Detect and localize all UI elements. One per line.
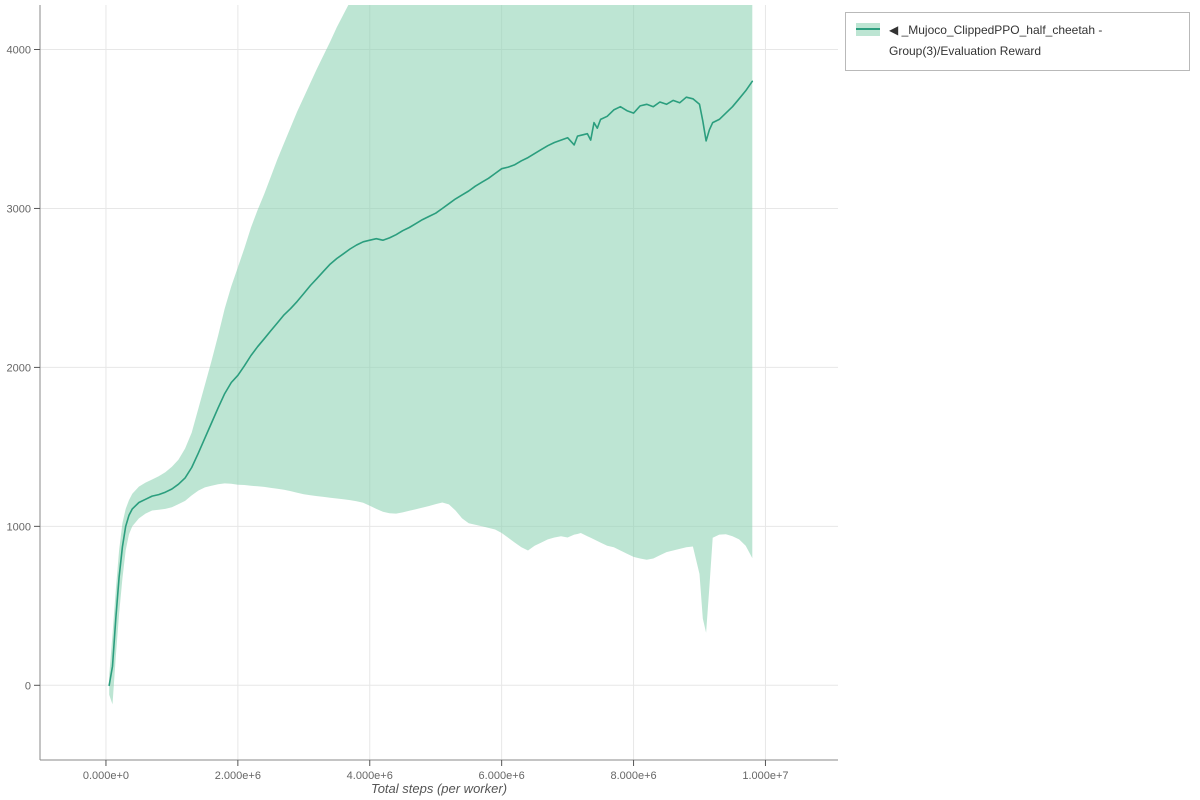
y-tick-label: 4000 xyxy=(7,45,31,57)
legend-swatch-icon xyxy=(856,23,880,36)
x-tick-label: 2.000e+6 xyxy=(215,770,261,782)
y-tick-label: 2000 xyxy=(7,362,31,374)
confidence-band xyxy=(109,5,753,705)
x-tick-label: 6.000e+6 xyxy=(479,770,525,782)
x-tick-label: 4.000e+6 xyxy=(347,770,393,782)
x-tick-label: 8.000e+6 xyxy=(610,770,656,782)
x-tick-label: 1.000e+7 xyxy=(742,770,788,782)
y-tick-label: 1000 xyxy=(7,521,31,533)
y-tick-label: 0 xyxy=(25,680,31,692)
legend-label: ◀ _Mujoco_ClippedPPO_half_cheetah - Grou… xyxy=(889,23,1103,58)
legend-line-swatch xyxy=(856,28,880,30)
mean-reward-line xyxy=(108,80,754,687)
y-tick-label: 3000 xyxy=(7,203,31,215)
legend-item-evaluation-reward[interactable]: ◀ _Mujoco_ClippedPPO_half_cheetah - Grou… xyxy=(856,20,1179,62)
x-axis-title: Total steps (per worker) xyxy=(370,781,508,796)
x-tick-label: 0.000e+0 xyxy=(83,770,129,782)
chart-legend: ◀ _Mujoco_ClippedPPO_half_cheetah - Grou… xyxy=(845,12,1190,71)
